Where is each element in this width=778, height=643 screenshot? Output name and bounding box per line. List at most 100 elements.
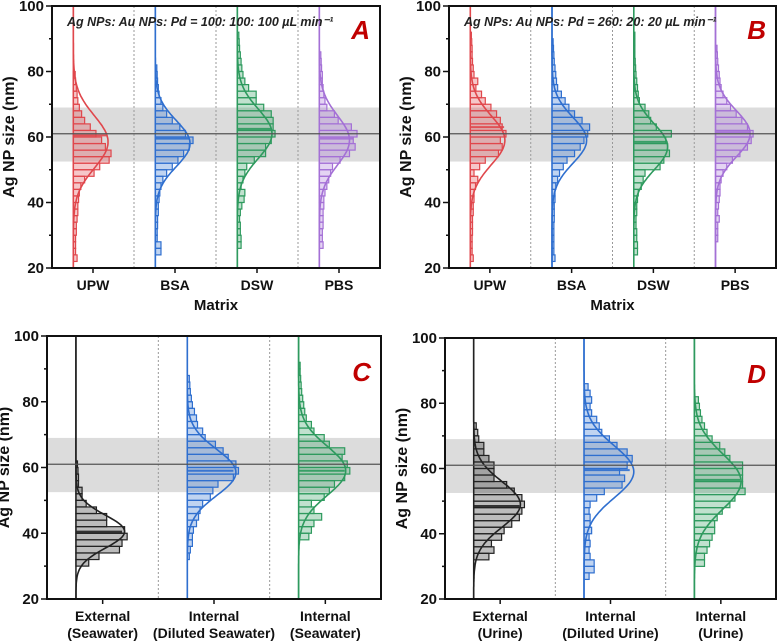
category-label: DSW — [637, 277, 670, 293]
histogram-bar — [583, 435, 610, 444]
histogram-bar — [583, 513, 591, 522]
histogram-bar — [551, 175, 559, 184]
y-tick-label: 20 — [420, 591, 437, 608]
histogram-bar — [154, 156, 179, 164]
histogram-bar — [633, 175, 644, 184]
histogram-bar — [693, 467, 744, 476]
panel-b: UPW BSA DSW PBS 20 40 60 80 100 Ag NP size (nm) Ma… — [398, 0, 777, 314]
panel-c: External(Seawater)Internal(Diluted Seawa… — [0, 328, 382, 641]
series-dsw — [236, 6, 276, 268]
category-label: (Urine) — [478, 625, 523, 641]
histogram-bar — [186, 473, 234, 482]
histogram-bar — [236, 169, 246, 177]
histogram-bar — [186, 499, 204, 508]
y-axis-label: Ag NP size (nm) — [1, 76, 18, 198]
histogram-bar — [154, 149, 185, 158]
category-label: DSW — [241, 277, 274, 293]
category-label: (Urine) — [698, 625, 743, 641]
histogram-bar — [469, 149, 500, 158]
histogram-bar — [633, 149, 671, 158]
category-label: External — [473, 608, 528, 624]
y-tick-label: 40 — [27, 195, 44, 212]
histogram-bar — [714, 123, 749, 132]
histogram-bar — [714, 110, 737, 118]
y-tick-label: 100 — [416, 0, 441, 15]
histogram-bar — [236, 110, 272, 118]
histogram-bar — [583, 507, 590, 515]
histogram-bar — [693, 533, 713, 541]
histogram-bar — [298, 499, 313, 508]
histogram-bar — [318, 162, 334, 171]
category-label: Internal — [189, 608, 240, 624]
histogram-bar — [318, 97, 326, 105]
y-tick-label: 60 — [420, 461, 437, 478]
category-label: UPW — [77, 277, 110, 293]
category-label: BSA — [557, 277, 587, 293]
y-tick-label: 60 — [27, 129, 44, 146]
series-upw — [72, 6, 112, 268]
fit-curve — [186, 336, 237, 599]
y-tick-label: 40 — [420, 526, 437, 543]
category-label: PBS — [325, 277, 354, 293]
histogram-bar — [714, 156, 734, 164]
y-tick-label: 100 — [19, 0, 44, 15]
fit-curve — [633, 6, 669, 268]
category-label: Internal — [585, 608, 636, 624]
histogram-bar — [583, 565, 595, 574]
histogram-bar — [72, 116, 86, 125]
histogram-bar — [469, 136, 501, 145]
fit-curve — [583, 338, 635, 599]
histogram-bar — [473, 487, 515, 496]
y-tick-label: 40 — [424, 195, 441, 212]
histogram-bar — [633, 169, 646, 177]
histogram-bar — [154, 162, 173, 171]
panel-letter: D — [747, 359, 766, 389]
y-tick-label: 60 — [22, 460, 39, 477]
histogram-bar — [473, 526, 505, 535]
histogram-bar — [583, 494, 598, 502]
panel-d: External(Urine)Internal(Diluted Urine)In… — [394, 330, 777, 641]
condition-annotation: Ag NPs: Au NPs: Pd = 260: 20: 20 µL min⁻… — [463, 15, 717, 29]
histogram-bar — [583, 480, 623, 489]
histogram-bar — [633, 142, 669, 151]
category-label: UPW — [474, 277, 507, 293]
series-internal-diluted — [583, 338, 635, 599]
histogram-bar — [583, 487, 605, 496]
histogram-bar — [318, 110, 336, 118]
y-tick-label: 80 — [22, 394, 39, 411]
series-external — [75, 336, 128, 599]
histogram-bar — [298, 486, 330, 495]
series-internal — [693, 338, 746, 599]
histogram-bar — [551, 149, 576, 158]
histogram-bar — [298, 473, 346, 482]
histogram-bar — [714, 136, 752, 145]
histogram-bar — [551, 136, 585, 145]
histogram-bar — [154, 247, 162, 256]
histogram-bar — [633, 116, 652, 125]
histogram-bar — [186, 486, 214, 495]
histogram-bar — [298, 453, 343, 462]
category-label: (Seawater) — [290, 625, 361, 641]
histogram-bar — [693, 494, 736, 502]
category-label: External — [75, 608, 130, 624]
histogram-bar — [714, 103, 732, 112]
y-tick-label: 20 — [424, 260, 441, 277]
y-axis-label: Ag NP size (nm) — [394, 408, 411, 530]
histogram-bar — [236, 142, 267, 151]
panel-letter: C — [352, 357, 372, 387]
y-tick-label: 60 — [424, 129, 441, 146]
histogram-bar — [583, 559, 595, 567]
histogram-bar — [473, 546, 495, 554]
y-tick-label: 80 — [420, 395, 437, 412]
y-tick-label: 20 — [27, 260, 44, 277]
histogram-bar — [154, 103, 164, 112]
histogram-bar — [714, 97, 728, 105]
series-bsa — [551, 6, 591, 268]
histogram-bar — [318, 116, 339, 125]
histogram-bar — [473, 480, 508, 489]
histogram-bar — [72, 175, 86, 184]
panel-letter: B — [747, 15, 766, 45]
histogram-bar — [473, 507, 523, 515]
histogram-bar — [469, 156, 486, 164]
